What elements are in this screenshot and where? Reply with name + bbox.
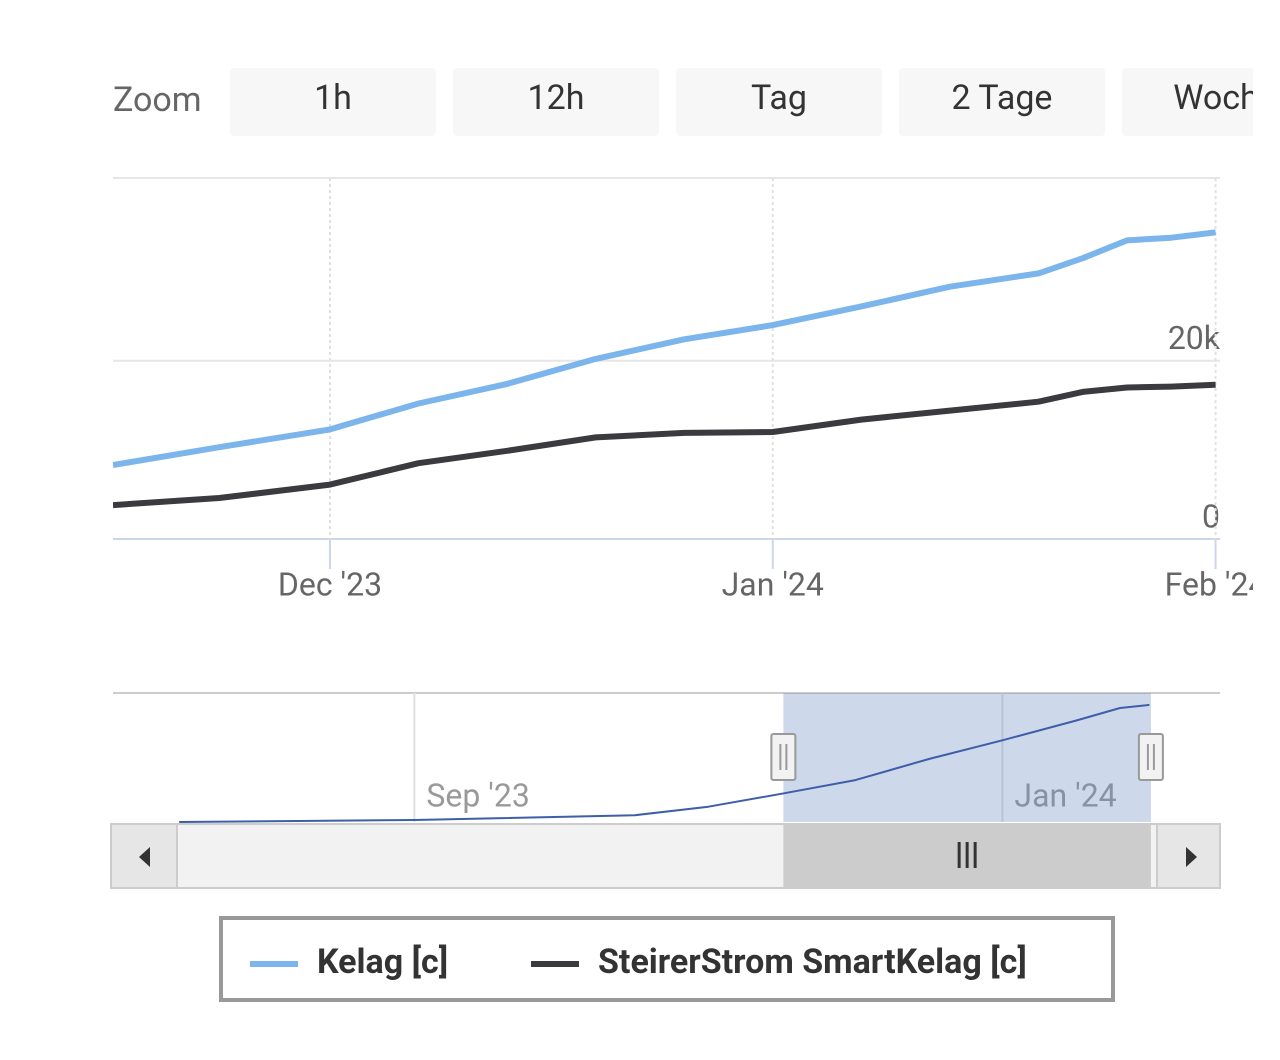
- series-line: [113, 381, 1216, 509]
- zoom-button-label: Tag: [751, 78, 807, 118]
- arrow-right: [1186, 847, 1197, 867]
- zoom-button[interactable]: [676, 68, 882, 136]
- scroll-left-button[interactable]: [110, 823, 178, 889]
- legend-label[interactable]: SteirerStrom SmartKelag [c]: [598, 942, 1027, 982]
- zoom-button[interactable]: [899, 68, 1105, 136]
- plot-area: [113, 229, 1216, 509]
- x-tick-label: Dec '23: [278, 565, 382, 603]
- zoom-button-label: 12h: [528, 78, 585, 118]
- navigator-handle[interactable]: [1137, 733, 1164, 781]
- navigator-mask: [783, 693, 1151, 822]
- x-tick-label: Feb '24: [1165, 565, 1267, 603]
- zoom-button[interactable]: [453, 68, 659, 136]
- series-line: [113, 229, 1216, 468]
- zoom-button-label: 2 Tage: [952, 78, 1053, 118]
- y-tick-label: 20k: [1168, 319, 1221, 357]
- navigator-handle[interactable]: [770, 733, 797, 781]
- navigator-tick-label: Jan '24: [1014, 776, 1116, 814]
- zoom-label: Zoom: [113, 80, 202, 120]
- navigator-line: [179, 703, 1150, 823]
- navigator-tick-label: Sep '23: [426, 776, 529, 814]
- zoom-button[interactable]: [1122, 68, 1280, 136]
- arrow-left: [139, 847, 150, 867]
- y-tick-label: 0: [1202, 497, 1220, 535]
- zoom-button-label: 1h: [314, 78, 352, 118]
- zoom-button-label: Woche: [1173, 78, 1277, 118]
- legend-label[interactable]: Kelag [c]: [317, 942, 448, 982]
- zoom-button[interactable]: [230, 68, 436, 136]
- x-tick-label: Jan '24: [722, 565, 824, 603]
- legend-box: [219, 916, 1115, 1002]
